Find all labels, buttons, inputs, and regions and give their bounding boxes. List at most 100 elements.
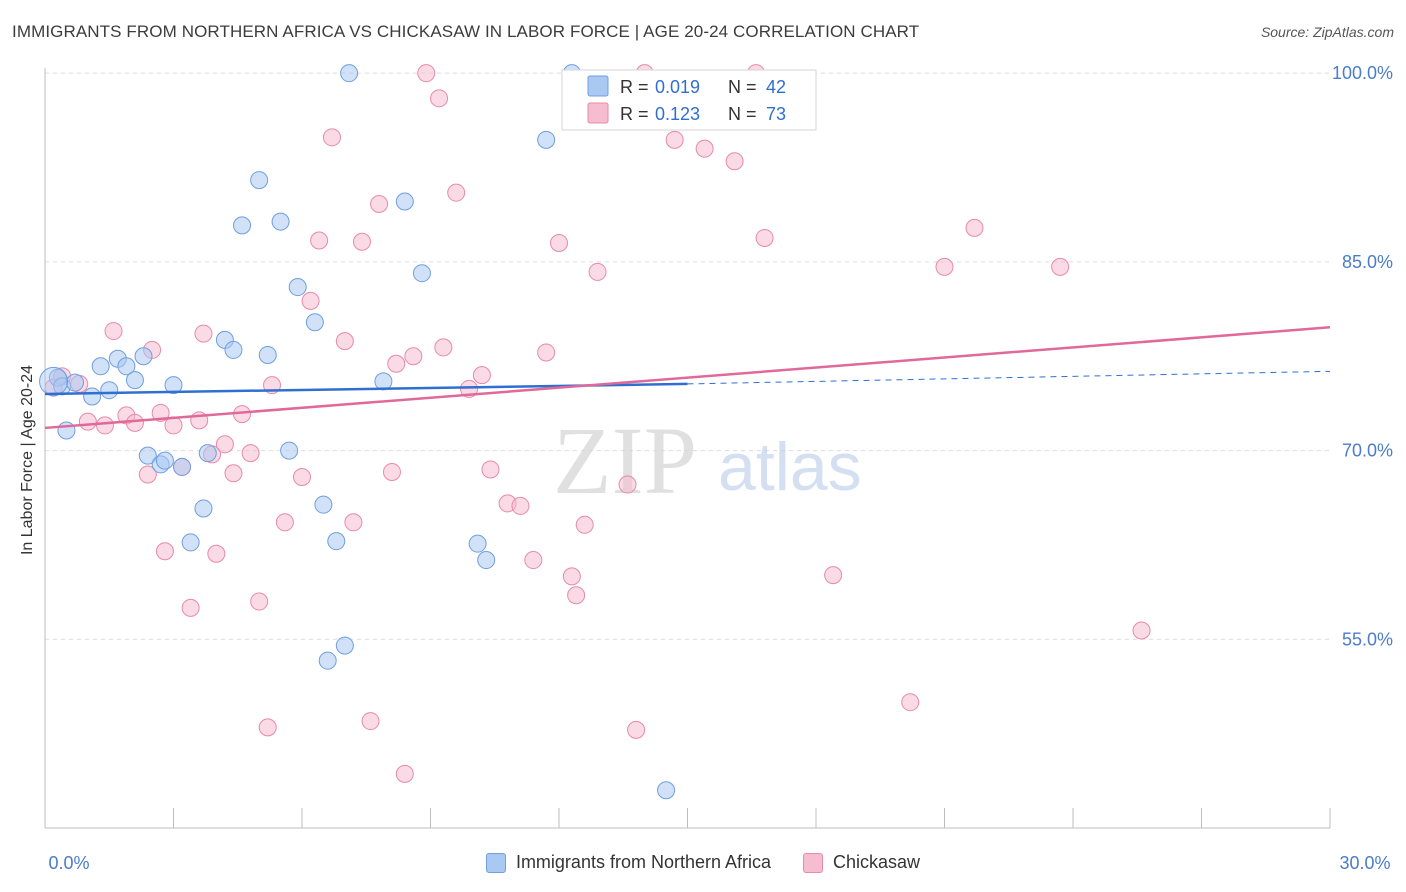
chickasaw-point (78, 412, 97, 431)
chickasaw-point (430, 89, 449, 108)
chickasaw-point (417, 64, 436, 83)
legend-swatch-blue (587, 75, 609, 97)
legend-n-label-1: N = (728, 77, 757, 97)
legend-label-immigrants: Immigrants from Northern Africa (515, 852, 772, 872)
chickasaw-point (125, 413, 144, 432)
chickasaw-point (194, 324, 213, 343)
immigrants-point (65, 373, 84, 392)
legend-r-value-2: 0.123 (655, 104, 700, 124)
legend-n-value-2: 73 (766, 104, 786, 124)
immigrants-point (305, 313, 324, 332)
x-tick-label: 30.0% (1339, 853, 1390, 873)
immigrants-point (258, 345, 277, 364)
immigrants-point (335, 636, 354, 655)
immigrants-point (198, 444, 217, 463)
immigrants-point (318, 651, 337, 670)
immigrants-points (39, 64, 676, 800)
chickasaw-point (1132, 621, 1151, 640)
legend-swatch-immigrants (485, 852, 506, 873)
chickasaw-point (335, 332, 354, 351)
immigrants-point (288, 278, 307, 297)
immigrants-point (477, 551, 496, 570)
chart-title: IMMIGRANTS FROM NORTHERN AFRICA VS CHICK… (12, 22, 920, 41)
immigrants-point (537, 130, 556, 149)
immigrants-point (280, 441, 299, 460)
chickasaw-point (275, 513, 294, 532)
chickasaw-point (258, 718, 277, 737)
chickasaw-point (1051, 257, 1070, 276)
legend-r-label-1: R = (620, 77, 649, 97)
immigrants-trend-extension (687, 370, 1331, 385)
immigrants-point (412, 264, 431, 283)
immigrants-point (125, 371, 144, 390)
immigrants-point (327, 532, 346, 551)
immigrants-point (657, 781, 676, 800)
chickasaw-point (138, 465, 157, 484)
chickasaw-point (382, 462, 401, 481)
x-tick-label: 0.0% (48, 853, 89, 873)
immigrants-point (117, 357, 136, 376)
immigrants-point (173, 457, 192, 476)
immigrants-point (271, 212, 290, 231)
chickasaw-point (310, 231, 329, 250)
chickasaw-point (181, 598, 200, 617)
immigrants-point (83, 387, 102, 406)
legend-label-chickasaw: Chickasaw (833, 852, 921, 872)
immigrants-point (233, 216, 252, 235)
chickasaw-point (627, 720, 646, 739)
chickasaw-point (95, 416, 114, 435)
chickasaw-point (434, 338, 453, 357)
chickasaw-point (935, 257, 954, 276)
trend-lines (44, 326, 1331, 430)
legend-n-value-1: 42 (766, 77, 786, 97)
y-tick-label: 100.0% (1332, 63, 1393, 83)
chickasaw-point (755, 228, 774, 247)
legend-item-chickasaw: Chickasaw (803, 852, 920, 873)
chickasaw-point (567, 586, 586, 605)
chickasaw-point (725, 152, 744, 171)
legend-r-value-1: 0.019 (655, 77, 700, 97)
chickasaw-point (665, 130, 684, 149)
chickasaw-point (352, 232, 371, 251)
immigrants-point (91, 357, 110, 376)
chickasaw-point (224, 464, 243, 483)
immigrants-point-large (39, 366, 69, 396)
chickasaw-point (293, 468, 311, 486)
y-tick-label: 85.0% (1342, 252, 1393, 272)
chickasaw-point (155, 542, 174, 561)
chickasaw-point (370, 195, 389, 213)
chickasaw-point (344, 513, 363, 532)
watermark-zip: ZIP (553, 407, 697, 514)
immigrants-point (164, 376, 183, 395)
immigrants-point (314, 495, 333, 514)
chickasaw-point (447, 183, 466, 202)
chickasaw-point (322, 128, 341, 147)
chickasaw-point (241, 444, 260, 463)
legend-swatch-pink (587, 102, 609, 124)
legend-swatch-chickasaw (803, 852, 824, 873)
legend-bottom: Immigrants from Northern Africa Chickasa… (0, 852, 1406, 873)
tick-labels: 100.0% 85.0% 70.0% 55.0% 0.0% 30.0% (48, 63, 1393, 873)
y-tick-label: 70.0% (1342, 441, 1393, 461)
watermark-atlas: atlas (718, 429, 862, 505)
chickasaw-point (537, 343, 556, 362)
chickasaw-point (481, 460, 500, 479)
immigrants-point (194, 499, 213, 518)
chickasaw-trend-line (44, 326, 1331, 430)
chickasaw-point (207, 544, 226, 563)
chickasaw-point (215, 435, 234, 454)
immigrants-point (395, 192, 414, 211)
immigrants-point (468, 534, 487, 553)
immigrants-point (100, 381, 119, 400)
chickasaw-point (588, 262, 607, 281)
chickasaw-point (361, 712, 380, 731)
chickasaw-point (550, 234, 568, 252)
chickasaw-point (250, 592, 269, 611)
chickasaw-point (511, 496, 530, 515)
immigrants-point (224, 340, 243, 359)
chickasaw-point (901, 693, 920, 712)
immigrants-point (57, 421, 76, 440)
chickasaw-point (695, 139, 714, 158)
immigrants-point (134, 347, 153, 366)
